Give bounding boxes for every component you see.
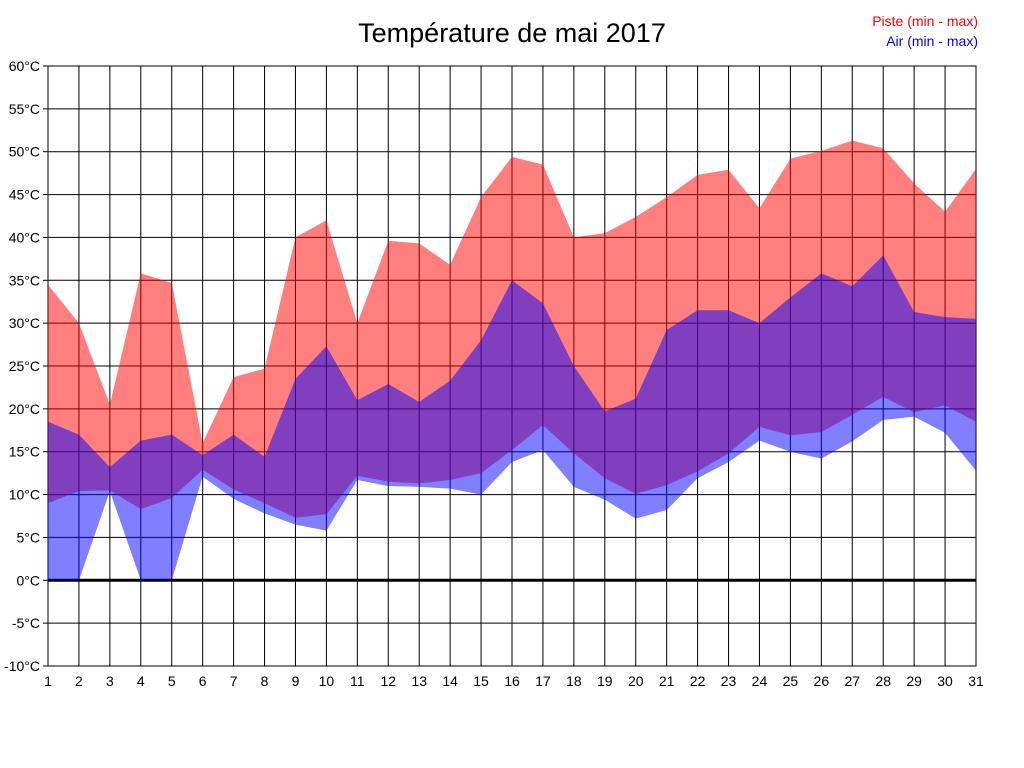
x-axis-label: 3 [106,673,114,689]
y-axis-label: 5°C [17,529,41,545]
chart-title: Température de mai 2017 [358,18,666,48]
legend-item-air: Air (min - max) [886,33,978,49]
x-axis-label: 30 [937,673,953,689]
legend-item-piste: Piste (min - max) [872,13,978,29]
x-axis-label: 10 [319,673,335,689]
x-axis-label: 5 [168,673,176,689]
x-axis-label: 13 [411,673,427,689]
x-axis-label: 11 [350,673,365,689]
x-axis-label: 22 [690,673,706,689]
y-axis-label: -10°C [4,658,40,674]
x-axis-label: 14 [442,673,458,689]
y-axis-label: -5°C [12,615,40,631]
x-axis-label: 25 [783,673,799,689]
y-axis-label: 50°C [9,144,40,160]
y-axis-label: 25°C [9,358,40,374]
x-axis-label: 27 [844,673,860,689]
y-axis-label: 15°C [9,444,40,460]
x-axis-label: 7 [230,673,238,689]
x-axis-label: 19 [597,673,613,689]
x-axis-label: 17 [535,673,551,689]
x-axis-label: 16 [504,673,520,689]
x-axis-label: 29 [906,673,922,689]
x-axis-label: 18 [566,673,582,689]
x-axis-label: 4 [137,673,145,689]
x-axis-label: 2 [75,673,83,689]
y-axis-label: 40°C [9,229,40,245]
x-axis-label: 12 [380,673,396,689]
y-axis-label: 60°C [9,58,40,74]
y-axis-label: 20°C [9,401,40,417]
x-axis-label: 26 [814,673,830,689]
x-axis-label: 23 [721,673,737,689]
y-axis-label: 10°C [9,487,40,503]
y-axis-label: 0°C [17,572,41,588]
x-axis-label: 9 [292,673,300,689]
x-axis-label: 24 [752,673,768,689]
x-axis-label: 15 [473,673,489,689]
y-axis-label: 55°C [9,101,40,117]
y-axis-label: 35°C [9,272,40,288]
x-axis-label: 8 [261,673,269,689]
x-axis-label: 6 [199,673,207,689]
y-axis-label: 30°C [9,315,40,331]
legend: Piste (min - max) Air (min - max) [872,11,978,51]
x-axis-label: 21 [659,673,675,689]
air-band [48,255,976,581]
y-axis-label: 45°C [9,187,40,203]
x-axis-label: 31 [968,673,984,689]
x-axis-label: 20 [628,673,644,689]
x-axis-label: 28 [875,673,891,689]
x-axis-label: 1 [44,673,52,689]
